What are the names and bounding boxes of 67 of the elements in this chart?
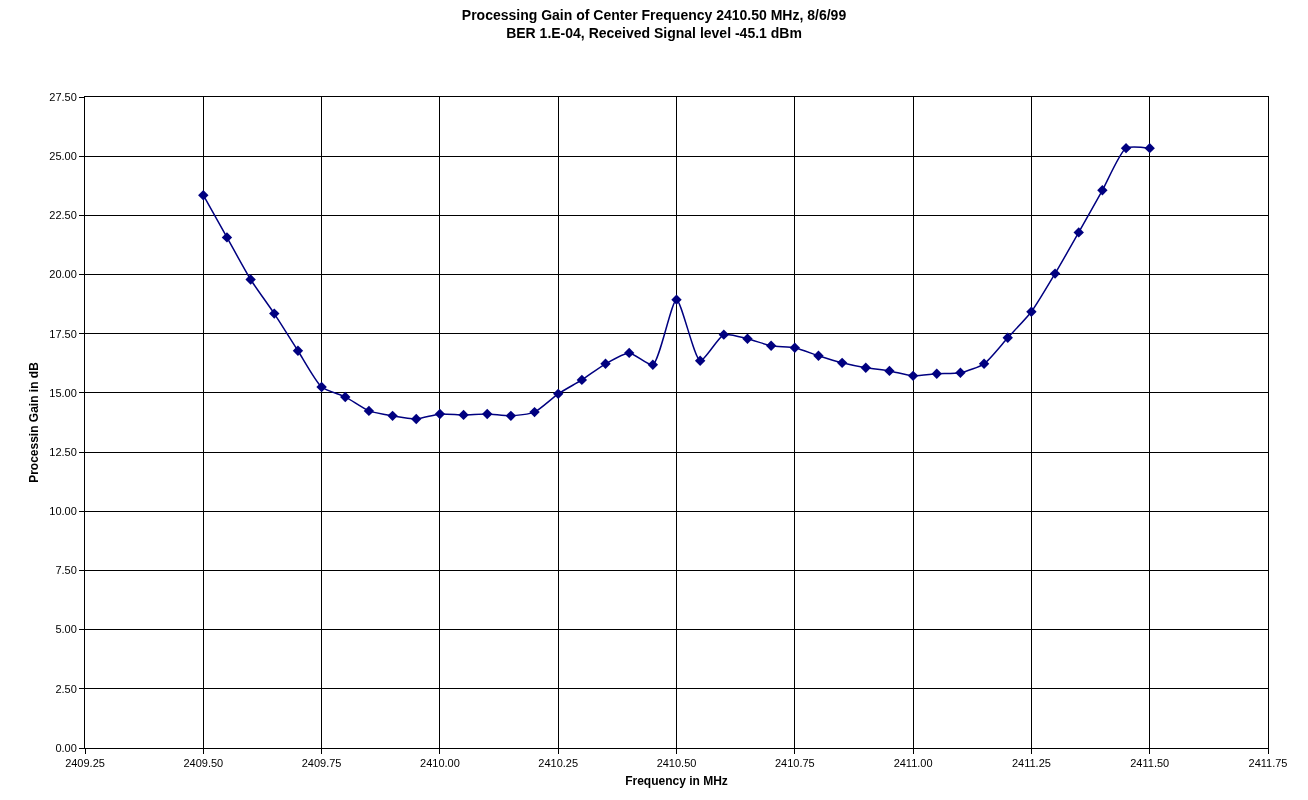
point — [363, 405, 375, 417]
y-tick-label: 7.50 — [55, 564, 77, 577]
point — [789, 342, 800, 353]
point — [1073, 227, 1084, 238]
y-tick-label: 22.50 — [49, 209, 77, 222]
point — [221, 232, 233, 243]
point — [458, 409, 469, 421]
point — [671, 294, 682, 305]
point — [1097, 185, 1108, 196]
point — [434, 408, 446, 420]
point — [742, 333, 753, 344]
point — [765, 340, 777, 351]
x-tick-label: 2410.00 — [420, 757, 460, 770]
point — [955, 367, 966, 378]
x-tick-label: 2411.75 — [1248, 757, 1288, 770]
y-tick-label: 2.50 — [55, 682, 77, 695]
point — [292, 345, 304, 356]
point — [860, 362, 871, 374]
point — [1144, 142, 1155, 154]
point — [482, 408, 493, 420]
point — [931, 368, 942, 379]
y-tick-label: 12.50 — [49, 445, 77, 458]
y-tick-label: 20.00 — [49, 268, 77, 281]
point — [978, 358, 990, 369]
point — [694, 355, 706, 366]
point — [647, 359, 659, 370]
point — [576, 374, 588, 386]
x-tick-label: 2409.25 — [65, 757, 105, 770]
y-tick-label: 25.00 — [49, 150, 77, 163]
x-tick-label: 2410.25 — [538, 757, 579, 770]
y-tick-label: 15.00 — [49, 386, 77, 399]
point — [884, 365, 895, 377]
point — [411, 413, 422, 425]
x-tick-label: 2409.50 — [183, 757, 224, 770]
point — [1049, 268, 1061, 279]
y-tick-label: 5.00 — [55, 623, 77, 636]
point — [718, 329, 730, 340]
point — [340, 391, 351, 403]
chart-title: Processing Gain of Center Frequency 2410.50 MHz, 8/6/99 BER 1.E-04, Received Signal level -45.1 dBm — [461, 7, 847, 42]
x-tick-label: 2411.00 — [893, 757, 933, 770]
point — [907, 370, 919, 382]
point — [269, 308, 280, 319]
x-tick-label: 2411.50 — [1130, 757, 1170, 770]
point — [505, 410, 517, 422]
y-tick-label: 0.00 — [55, 741, 77, 754]
point — [813, 350, 824, 361]
x-tick-label: 2409.75 — [301, 757, 342, 770]
point — [553, 388, 564, 400]
point — [1026, 306, 1037, 317]
y-axis-title: Processin Gain in dB — [26, 361, 41, 483]
point — [387, 410, 398, 422]
point — [600, 358, 611, 369]
point — [529, 406, 540, 418]
point — [836, 357, 848, 369]
point — [1120, 142, 1132, 154]
x-tick-label: 2410.75 — [774, 757, 815, 770]
y-tick-label: 27.50 — [49, 90, 77, 103]
x-tick-label: 2410.50 — [656, 757, 697, 770]
point — [1002, 332, 1013, 343]
x-tick-label: 2411.25 — [1011, 757, 1051, 770]
point — [198, 190, 209, 201]
point — [623, 347, 635, 359]
y-tick-label: 17.50 — [49, 327, 77, 340]
y-tick-label: 10.00 — [49, 505, 77, 518]
point — [316, 381, 327, 393]
point — [245, 274, 256, 285]
x-axis-title: Frequency in MHz — [625, 774, 728, 789]
